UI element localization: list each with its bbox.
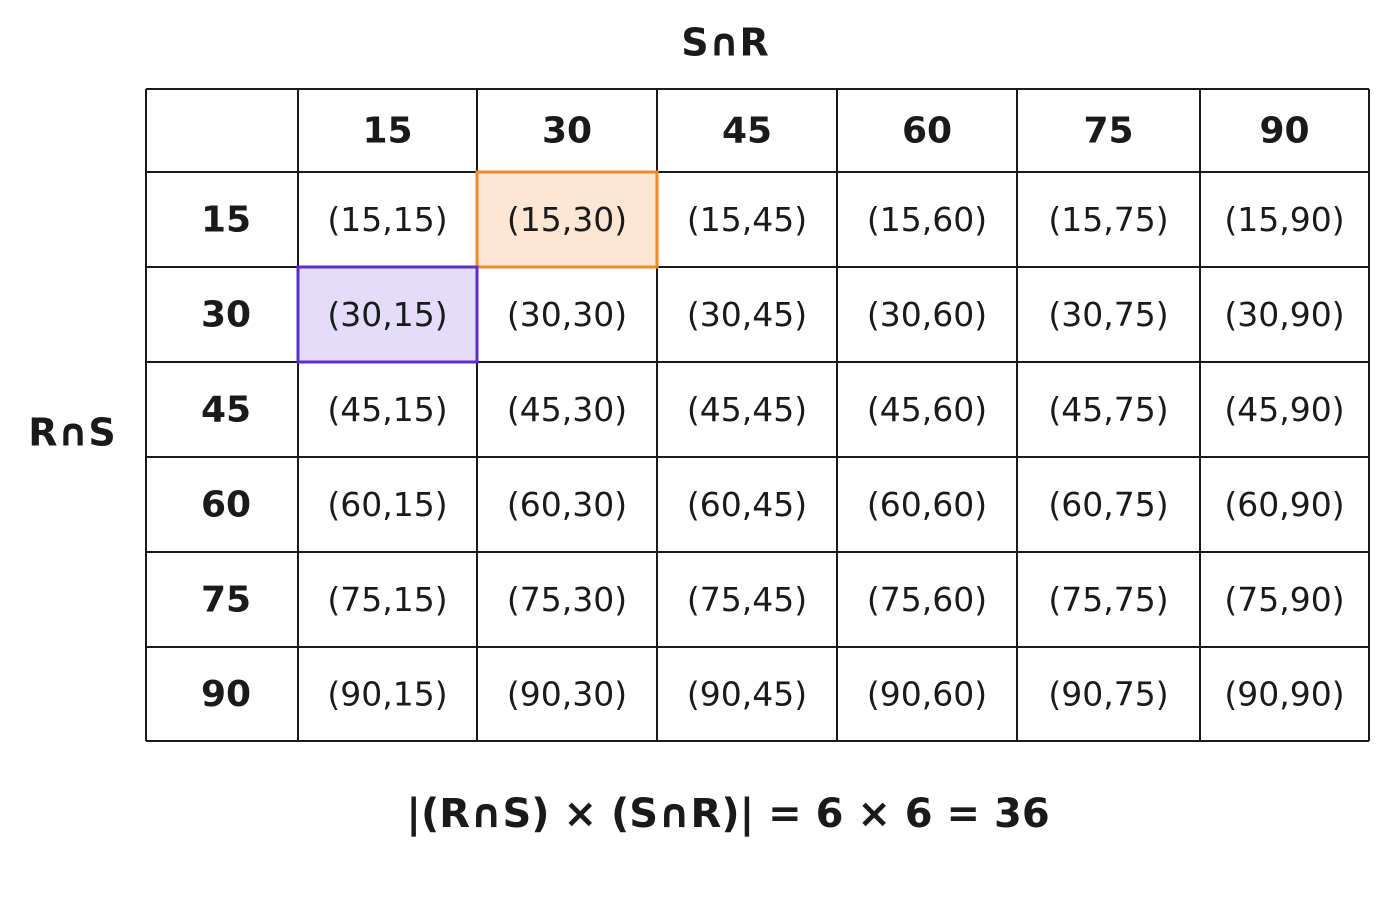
row-header: 90 xyxy=(201,674,251,715)
column-header: 30 xyxy=(542,111,592,152)
row-label: R∩S xyxy=(28,411,116,455)
row-header: 75 xyxy=(201,580,251,621)
column-header: 75 xyxy=(1083,111,1133,152)
cell: (60,75) xyxy=(1048,485,1168,524)
cell: (90,45) xyxy=(687,675,807,714)
cell: (30,30) xyxy=(507,295,627,334)
cell: (15,75) xyxy=(1048,200,1168,239)
cell: (75,60) xyxy=(867,580,987,619)
row-header: 60 xyxy=(201,485,251,526)
cell: (15,30) xyxy=(507,200,627,239)
column-header: 15 xyxy=(362,111,412,152)
cell: (75,15) xyxy=(327,580,447,619)
highlight-fill xyxy=(298,267,477,362)
cell: (15,45) xyxy=(687,200,807,239)
row-header: 15 xyxy=(201,200,251,241)
highlight-border xyxy=(296,265,479,364)
formula: |(R∩S) × (S∩R)| = 6 × 6 = 36 xyxy=(406,791,1049,838)
cell: (60,30) xyxy=(507,485,627,524)
cell: (75,75) xyxy=(1048,580,1168,619)
column-header: 60 xyxy=(902,111,952,152)
cell: (30,15) xyxy=(327,295,447,334)
highlight-fill xyxy=(477,172,657,267)
cell: (45,45) xyxy=(687,390,807,429)
highlight-border xyxy=(475,170,659,269)
cell: (15,90) xyxy=(1224,200,1344,239)
cell: (45,90) xyxy=(1224,390,1344,429)
cell: (90,30) xyxy=(507,675,627,714)
cell: (60,60) xyxy=(867,485,987,524)
cell: (90,15) xyxy=(327,675,447,714)
cell: (90,60) xyxy=(867,675,987,714)
cell: (30,60) xyxy=(867,295,987,334)
cell: (15,60) xyxy=(867,200,987,239)
column-header: 90 xyxy=(1259,111,1309,152)
cell: (75,90) xyxy=(1224,580,1344,619)
column-label: S∩R xyxy=(681,21,769,65)
cell: (45,60) xyxy=(867,390,987,429)
cell: (60,45) xyxy=(687,485,807,524)
cell: (90,75) xyxy=(1048,675,1168,714)
cell: (75,45) xyxy=(687,580,807,619)
cell: (30,75) xyxy=(1048,295,1168,334)
cell: (90,90) xyxy=(1224,675,1344,714)
cell: (30,90) xyxy=(1224,295,1344,334)
cell: (45,75) xyxy=(1048,390,1168,429)
cell: (15,15) xyxy=(327,200,447,239)
row-header: 30 xyxy=(201,295,251,336)
cell: (45,30) xyxy=(507,390,627,429)
column-header: 45 xyxy=(722,111,772,152)
cell: (30,45) xyxy=(687,295,807,334)
row-header: 45 xyxy=(201,390,251,431)
cell: (60,90) xyxy=(1224,485,1344,524)
cell: (60,15) xyxy=(327,485,447,524)
cell: (45,15) xyxy=(327,390,447,429)
cell: (75,30) xyxy=(507,580,627,619)
